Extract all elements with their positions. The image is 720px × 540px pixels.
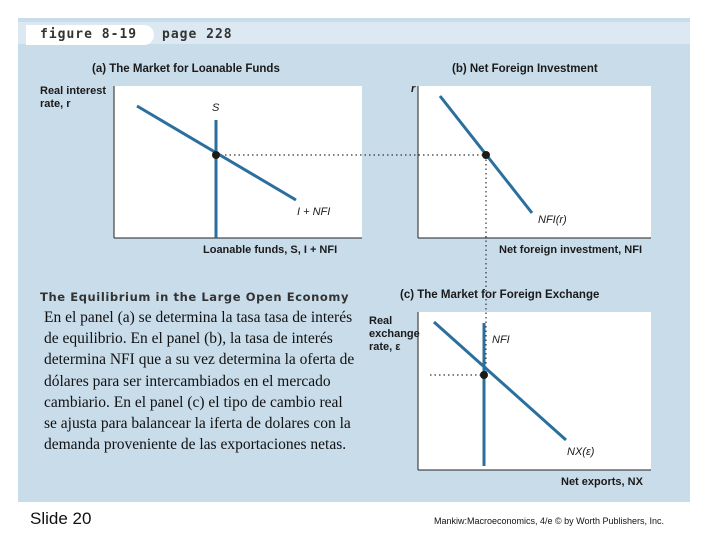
copyright-credit: Mankiw:Macroeconomics, 4/e © by Worth Pu…	[434, 516, 665, 526]
nx-demand-label: NX(ε)	[567, 446, 595, 458]
panel-b-title: (b) Net Foreign Investment	[452, 63, 598, 75]
nfi-curve-label: NFI(r)	[538, 214, 567, 226]
page-reference: page 228	[162, 27, 233, 42]
equilibrium-point-c	[480, 371, 488, 379]
nfi-supply-label: NFI	[492, 334, 510, 346]
nx-demand-curve	[433, 320, 567, 442]
panel-c-y-label: Real exchange rate, ε	[369, 315, 420, 353]
panel-c-plot-area	[418, 312, 651, 470]
panel-b-plot-area	[418, 86, 651, 238]
slide-number: Slide 20	[30, 509, 92, 528]
figure-caption: The Equilibrium in the Large Open Econom…	[40, 290, 350, 304]
slide-body-text: En el panel (a) se determina la tasa tas…	[44, 309, 355, 454]
equilibrium-point-b	[482, 151, 490, 159]
panel-c-title: (c) The Market for Foreign Exchange	[400, 289, 600, 301]
investment-nfi-label: I + NFI	[297, 206, 331, 218]
panel-a-title: (a) The Market for Loanable Funds	[92, 63, 280, 75]
figure-number: figure 8-19	[40, 27, 138, 42]
figure-tab	[26, 25, 154, 45]
panel-a-plot-area	[114, 86, 362, 238]
panel-b-y-label: r	[411, 83, 416, 95]
saving-curve-label: S	[212, 102, 220, 114]
panel-a-y-label: Real interest rate, r	[40, 85, 107, 110]
figure-header-strip	[18, 22, 690, 44]
panel-a-x-label: Loanable funds, S, I + NFI	[203, 244, 338, 256]
panel-c-x-label: Net exports, NX	[561, 476, 643, 488]
equilibrium-point-a	[212, 151, 220, 159]
panel-b-x-label: Net foreign investment, NFI	[499, 244, 643, 256]
